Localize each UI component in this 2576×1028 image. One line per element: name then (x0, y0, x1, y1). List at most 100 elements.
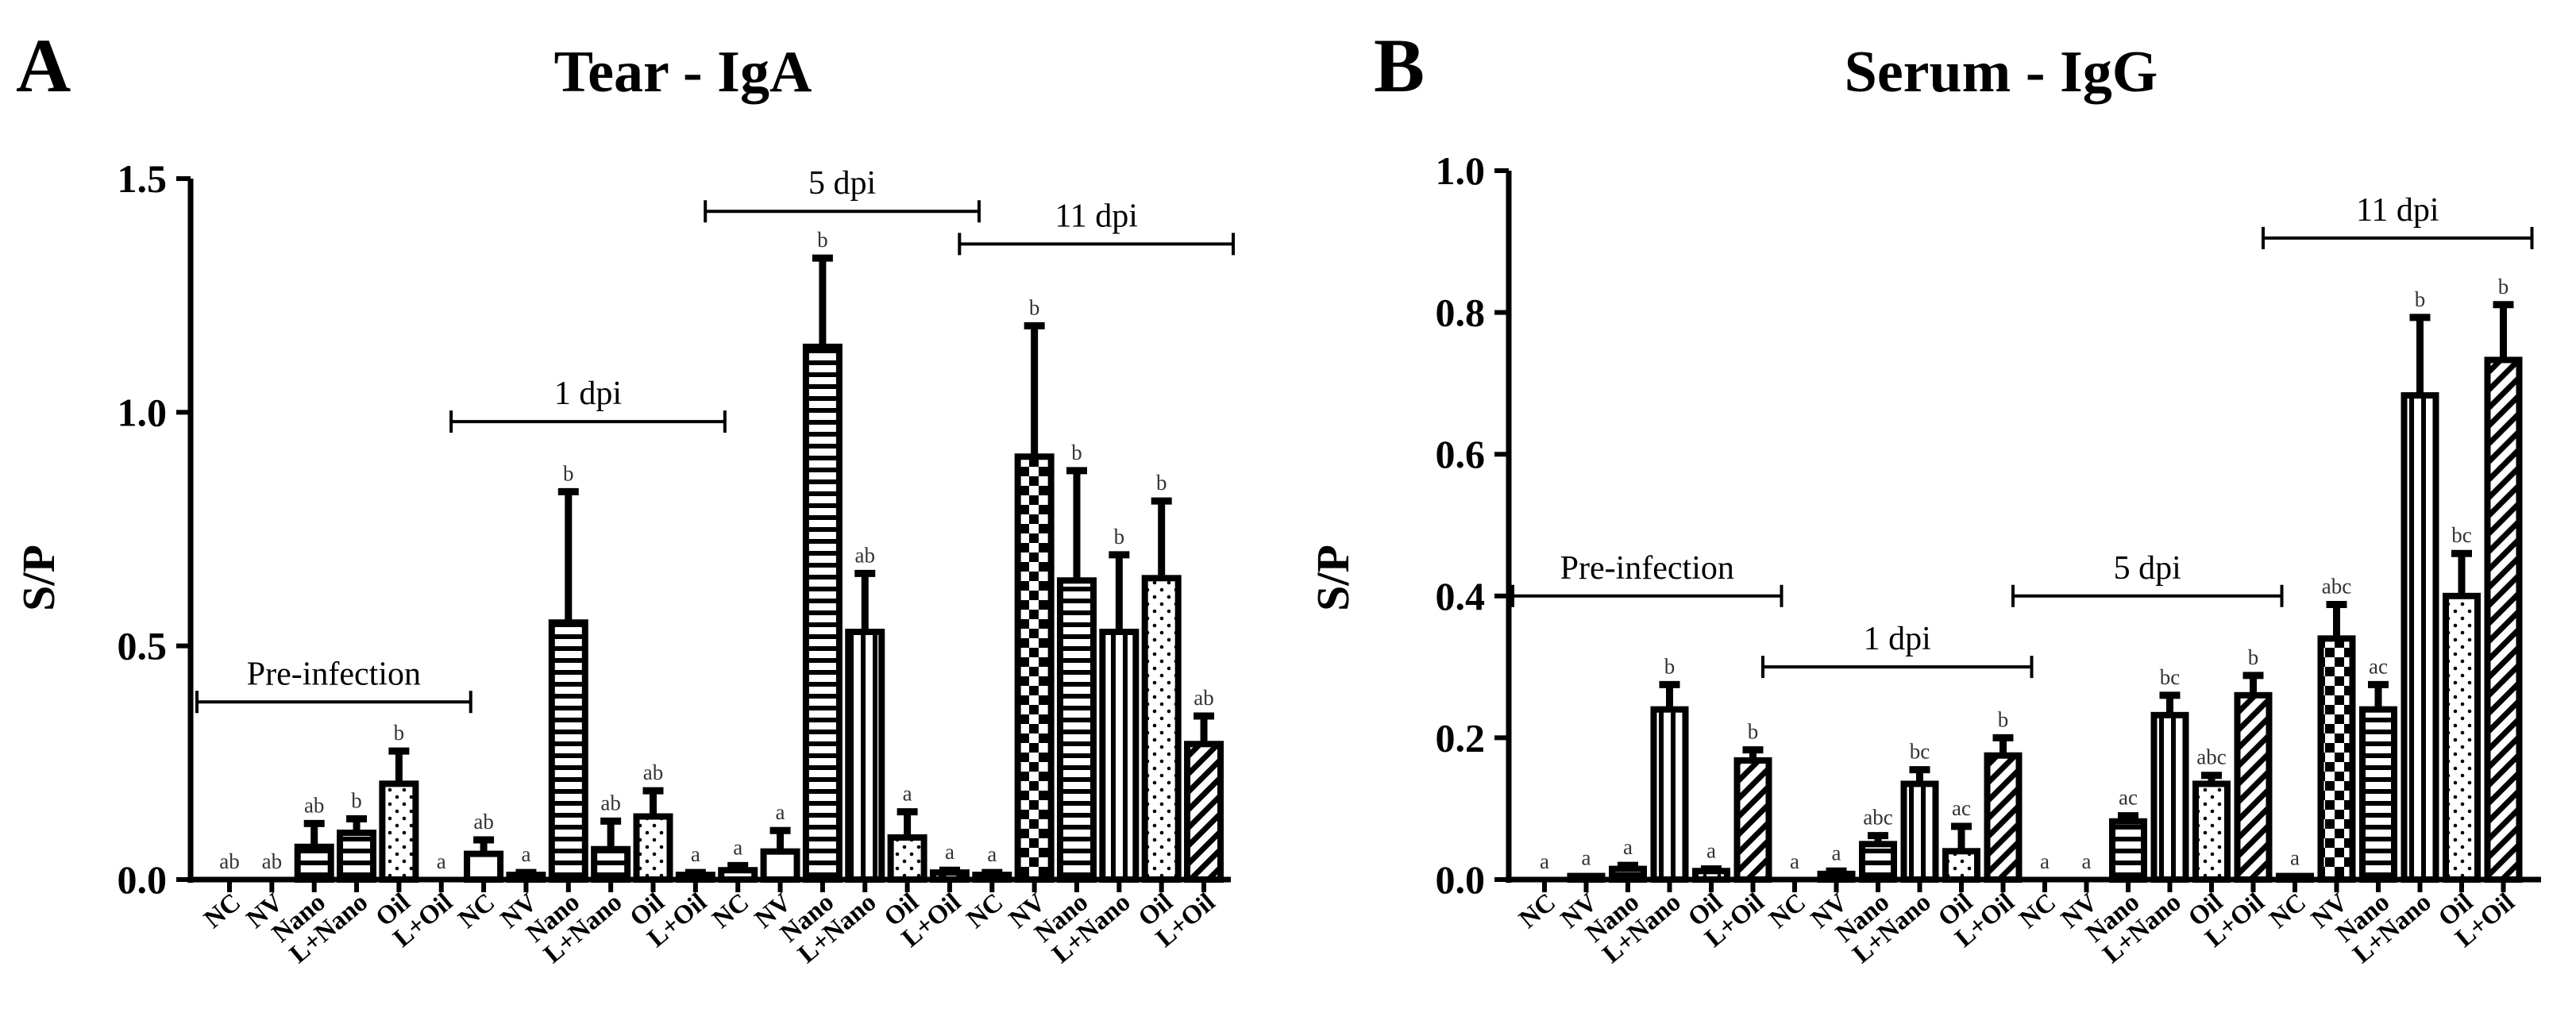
significance-label: ab (855, 543, 875, 567)
significance-label: ab (219, 849, 239, 873)
significance-label: ac (1952, 796, 1971, 820)
bar (294, 843, 334, 883)
bar (337, 830, 377, 883)
significance-label: bc (2451, 523, 2472, 547)
significance-label: b (817, 228, 828, 252)
x-tick-label: NC (453, 888, 501, 934)
significance-label: abc (2322, 575, 2351, 599)
significance-label: a (1582, 846, 1591, 870)
significance-label: a (437, 849, 446, 873)
y-tick-label: 0.0 (118, 857, 168, 902)
group-bracket (704, 200, 981, 223)
bar (2317, 635, 2356, 883)
group-label: 5 dpi (2114, 550, 2181, 587)
significance-label: abc (1863, 806, 1892, 830)
group-bracket (2011, 584, 2284, 607)
bar (2234, 691, 2273, 883)
significance-label: bc (2160, 665, 2181, 689)
bar (633, 813, 673, 884)
x-tick-label: NC (962, 888, 1009, 934)
significance-label: b (1029, 295, 1040, 319)
significance-label: b (1071, 441, 1082, 464)
significance-label: ab (600, 791, 620, 814)
x-tick-label: NC (1514, 888, 1561, 934)
significance-label: a (2082, 849, 2092, 873)
panel-letter: A (16, 23, 71, 108)
group-bracket (449, 410, 727, 433)
group-label: 11 dpi (2356, 192, 2439, 229)
significance-label: a (903, 782, 912, 806)
bar (1141, 575, 1182, 883)
group-bracket (958, 233, 1236, 256)
significance-label: a (1540, 849, 1549, 873)
significance-label: a (2290, 846, 2300, 870)
significance-label: ab (473, 810, 493, 834)
group-bracket (2262, 226, 2534, 249)
group-bracket (195, 691, 472, 714)
significance-label: ab (304, 793, 324, 817)
bar (1567, 872, 1606, 884)
group-label: 1 dpi (1864, 621, 1931, 657)
panel-letter: B (1374, 23, 1425, 108)
bar (718, 867, 758, 884)
y-tick-label: 0.4 (1436, 574, 1486, 618)
bar (2192, 780, 2231, 884)
y-tick-label: 0.8 (1436, 291, 1486, 335)
y-tick-label: 0.5 (118, 624, 168, 668)
y-tick-label: 1.5 (118, 156, 168, 201)
significance-label: b (2415, 287, 2426, 311)
significance-label: abc (2196, 745, 2226, 769)
significance-label: a (733, 835, 742, 859)
significance-label: a (1832, 841, 1841, 864)
significance-label: b (1664, 654, 1676, 678)
bar (1942, 848, 1980, 884)
bar (548, 619, 588, 883)
significance-label: a (1706, 839, 1716, 863)
bar (1900, 780, 1939, 884)
significance-label: a (1790, 849, 1799, 873)
bar (2359, 706, 2397, 883)
bar (1184, 741, 1224, 884)
bar (464, 850, 504, 883)
group-label: 11 dpi (1055, 198, 1138, 234)
significance-label: b (1748, 720, 1759, 744)
significance-label: b (351, 788, 362, 812)
bar (1057, 577, 1097, 884)
bar (2109, 818, 2147, 884)
bar (1859, 841, 1897, 883)
group-label: 5 dpi (808, 165, 876, 202)
significance-label: b (394, 721, 405, 745)
bar (1733, 757, 1772, 884)
group-brackets: Pre-infection 1 dpi 5 dpi 11 dpi (195, 165, 1236, 714)
x-tick-label: NC (1764, 888, 1811, 934)
significance-label: b (2498, 275, 2509, 298)
significance-label: b (1114, 525, 1125, 549)
bar (1984, 752, 2023, 883)
y-axis-label: S/P (13, 545, 64, 611)
group-brackets: Pre-infection 1 dpi 5 dpi 11 dpi (1511, 192, 2534, 679)
bar (379, 780, 419, 883)
bar (1014, 453, 1055, 883)
significance-label: bc (1910, 740, 1930, 764)
group-label: Pre-infection (247, 656, 421, 692)
y-tick-label: 0.6 (1436, 432, 1486, 476)
group-label: Pre-infection (1560, 550, 1734, 587)
y-tick-label: 0.0 (1436, 857, 1486, 902)
x-tick-label: NC (2014, 888, 2061, 934)
significance-label: ab (262, 849, 282, 873)
group-label: 1 dpi (554, 375, 622, 412)
x-tick-label: NC (708, 888, 755, 934)
significance-label: b (1998, 707, 2009, 731)
y-tick-label: 1.0 (1436, 148, 1486, 193)
significance-label: a (521, 842, 530, 866)
bar (1609, 865, 1647, 883)
y-tick-label: 1.0 (118, 390, 168, 434)
significance-label: a (987, 842, 997, 866)
bar (845, 629, 885, 883)
significance-label: ab (1194, 686, 1213, 710)
bar (887, 834, 927, 884)
bar (2150, 711, 2189, 883)
